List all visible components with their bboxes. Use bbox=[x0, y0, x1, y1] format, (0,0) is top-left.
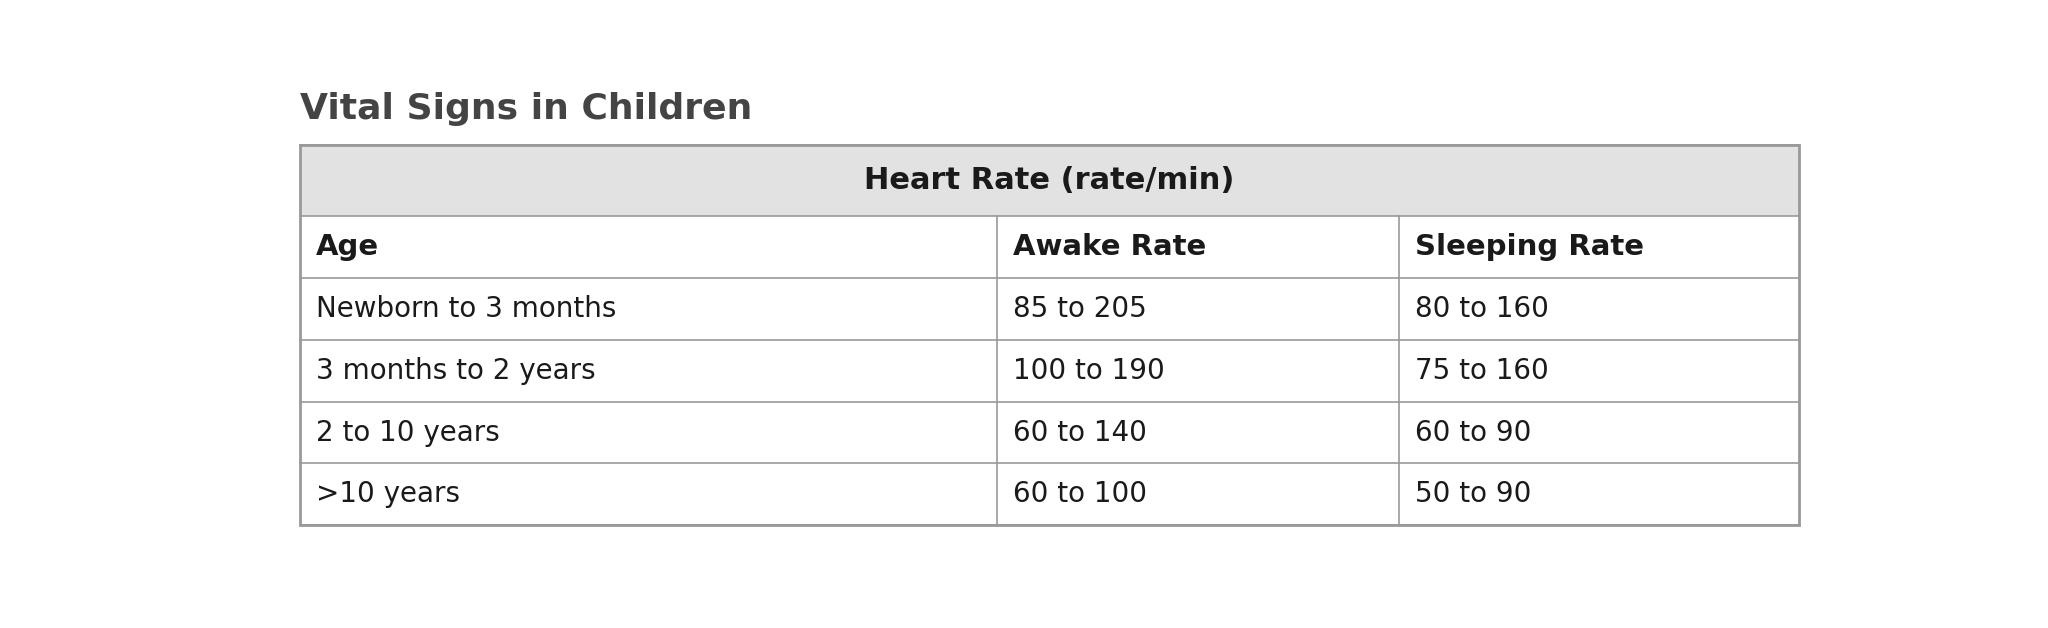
Text: Newborn to 3 months: Newborn to 3 months bbox=[315, 295, 616, 323]
Bar bbox=[301, 146, 1798, 525]
Bar bbox=[301, 463, 1798, 525]
Bar bbox=[301, 402, 1798, 463]
Bar bbox=[301, 278, 1798, 340]
Text: >10 years: >10 years bbox=[315, 480, 461, 508]
Text: Awake Rate: Awake Rate bbox=[1014, 233, 1206, 261]
Bar bbox=[301, 215, 1798, 278]
Text: Heart Rate (rate/min): Heart Rate (rate/min) bbox=[864, 166, 1235, 195]
Bar bbox=[301, 340, 1798, 402]
Text: 60 to 90: 60 to 90 bbox=[1415, 418, 1532, 447]
Text: 60 to 140: 60 to 140 bbox=[1014, 418, 1147, 447]
Text: Vital Signs in Children: Vital Signs in Children bbox=[301, 92, 754, 126]
Text: 2 to 10 years: 2 to 10 years bbox=[315, 418, 500, 447]
Text: Age: Age bbox=[315, 233, 379, 261]
Text: 60 to 100: 60 to 100 bbox=[1014, 480, 1147, 508]
Text: Sleeping Rate: Sleeping Rate bbox=[1415, 233, 1645, 261]
Bar bbox=[301, 146, 1798, 215]
Text: 50 to 90: 50 to 90 bbox=[1415, 480, 1532, 508]
Text: 3 months to 2 years: 3 months to 2 years bbox=[315, 357, 596, 385]
Text: 100 to 190: 100 to 190 bbox=[1014, 357, 1165, 385]
Text: 85 to 205: 85 to 205 bbox=[1014, 295, 1147, 323]
Text: 80 to 160: 80 to 160 bbox=[1415, 295, 1548, 323]
Text: 75 to 160: 75 to 160 bbox=[1415, 357, 1548, 385]
